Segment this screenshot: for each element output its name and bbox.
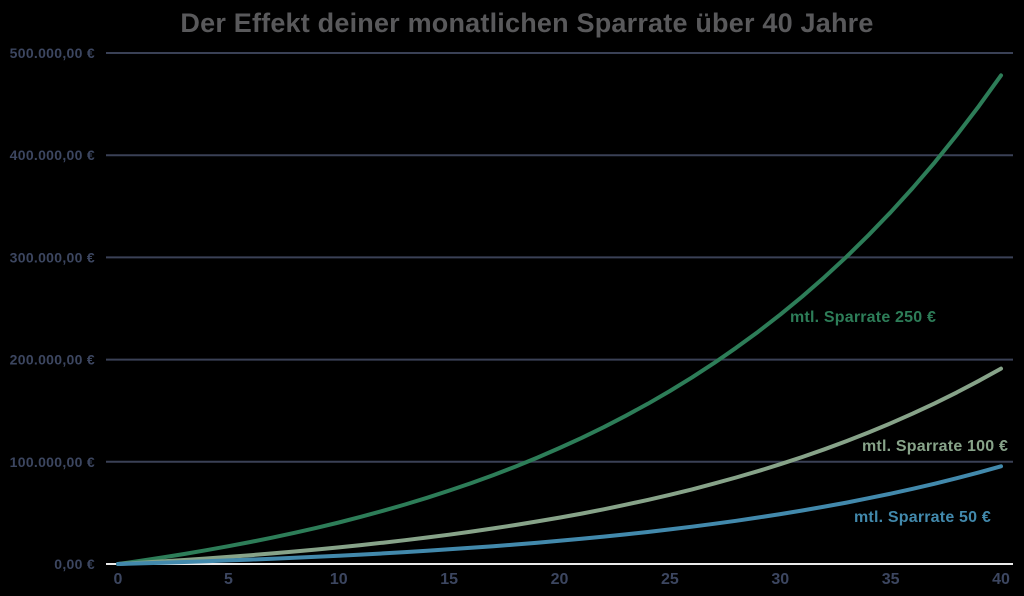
- y-axis-labels: 0,00 € 100.000,00 € 200.000,00 € 300.000,00…: [10, 45, 95, 572]
- chart-title: Der Effekt deiner monatlichen Sparrate ü…: [180, 8, 874, 38]
- x-tick-label-30: 30: [771, 571, 789, 588]
- curve-3: [116, 464, 1003, 566]
- series-label-2: mtl. Sparrate 100 €: [862, 438, 1008, 455]
- x-axis-labels: 0 5 10 15 20 25 30 35 40: [114, 571, 1010, 588]
- x-tick-label-35: 35: [882, 571, 900, 588]
- y-tick-label-500000: 500.000,00 €: [10, 45, 95, 61]
- x-tick-label-0: 0: [114, 571, 123, 588]
- x-tick-label-20: 20: [551, 571, 569, 588]
- x-tick-label-10: 10: [330, 571, 348, 588]
- gridlines: [106, 52, 1013, 565]
- y-tick-label-100000: 100.000,00 €: [10, 454, 95, 470]
- curve-1: [116, 73, 1003, 566]
- series-curves: [116, 73, 1003, 566]
- y-tick-label-300000: 300.000,00 €: [10, 249, 95, 265]
- x-tick-label-25: 25: [661, 571, 679, 588]
- y-tick-label-0: 0,00 €: [54, 556, 95, 572]
- x-tick-label-5: 5: [224, 571, 233, 588]
- x-tick-label-15: 15: [440, 571, 458, 588]
- curve-2: [116, 366, 1003, 566]
- series-label-1: mtl. Sparrate 250 €: [790, 309, 936, 326]
- y-tick-label-400000: 400.000,00 €: [10, 147, 95, 163]
- series-label-3: mtl. Sparrate 50 €: [854, 509, 991, 526]
- series-inline-labels: mtl. Sparrate 250 € mtl. Sparrate 100 € mt…: [790, 309, 1008, 526]
- x-tick-label-40: 40: [992, 571, 1010, 588]
- y-tick-label-200000: 200.000,00 €: [10, 352, 95, 368]
